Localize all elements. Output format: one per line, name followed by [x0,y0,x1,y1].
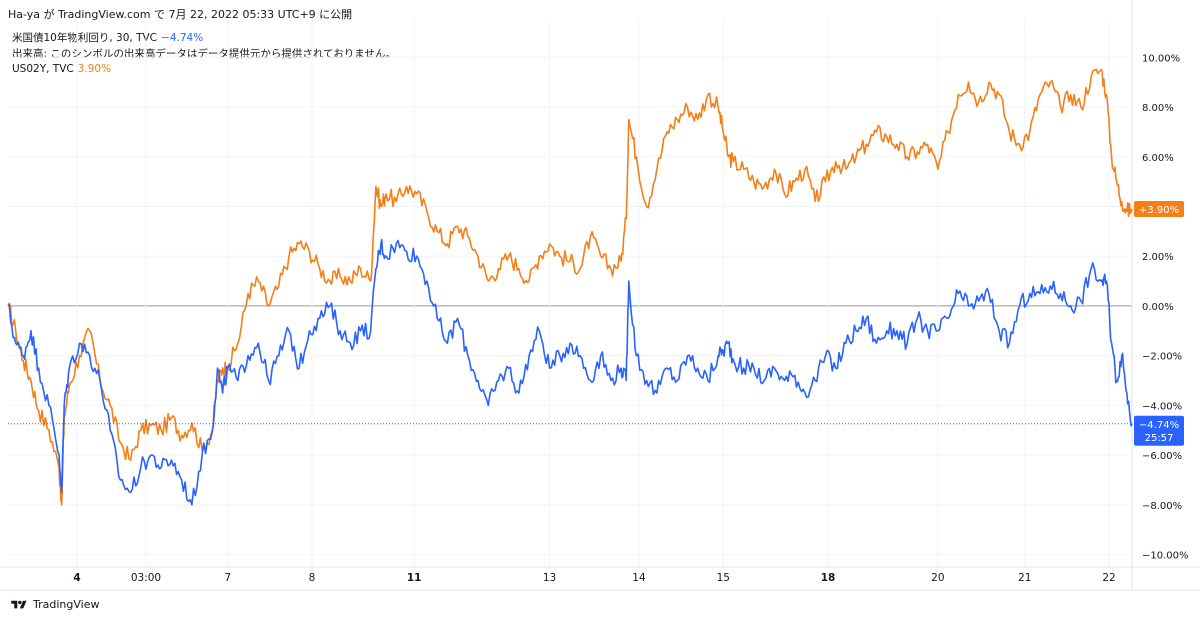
x-tick-label: 14 [632,572,646,584]
legend-row-volume: 出来高: このシンボルの出来高データはデータ提供元から提供されておりません。 [12,47,396,63]
chart-series [7,68,1133,506]
legend-us02y-value: 3.90% [77,63,112,75]
chart-axes: 10.00%8.00%6.00%4.00%2.00%0.00%−2.00%−4.… [0,0,1200,591]
legend-us10y-label: 米国債10年物利回り, 30, TVC [12,32,158,44]
x-tick-label: 20 [931,572,944,584]
y-tick-label: −10.00% [1142,551,1189,562]
y-tick-label: 10.00% [1142,53,1180,64]
publish-header: Ha-ya が TradingView.com で 7月 22, 2022 05… [8,8,353,21]
legend-us10y-value: −4.74% [161,32,204,44]
series-line-us02y [7,68,1133,506]
y-tick-label: −6.00% [1142,451,1182,462]
y-tick-label: 6.00% [1142,153,1174,164]
y-tick-label: −8.00% [1142,501,1182,512]
y-tick-label: 8.00% [1142,103,1174,114]
legend-row-us02y: US02Y, TVC 3.90% [12,62,396,78]
x-tick-label: 21 [1018,572,1031,584]
tradingview-logo-icon [11,600,27,608]
legend-us02y-label: US02Y, TVC [12,63,74,75]
badge-countdown-label: 25:57 [1145,433,1174,444]
y-tick-label: −4.00% [1142,401,1182,412]
badge-us10y-label: −4.74% [1139,420,1179,431]
series-line-us10y [7,238,1133,506]
badge-us10y [1134,415,1184,446]
footer-brand-label: TradingView [33,598,100,611]
x-tick-label: 03:00 [131,572,161,584]
x-tick-label: 11 [407,572,422,584]
badge-us02y [1134,200,1184,217]
x-tick-label: 8 [309,572,316,584]
legend-row-us10y: 米国債10年物利回り, 30, TVC −4.74% [12,31,396,47]
x-tick-label: 13 [543,572,556,584]
x-tick-label: 15 [717,572,730,584]
price-badges: +3.90% −4.74% 25:57 [1134,200,1184,446]
x-tick-label: 22 [1102,572,1115,584]
y-tick-label: 2.00% [1142,252,1174,263]
x-tick-label: 7 [224,572,231,584]
footer-brand[interactable]: TradingView [10,598,99,611]
badge-us02y-label: +3.90% [1139,205,1179,216]
y-tick-label: −2.00% [1142,352,1182,363]
chart-grid [8,20,1132,567]
chart-legend: 米国債10年物利回り, 30, TVC −4.74% 出来高: このシンボルの出来… [12,31,396,78]
legend-volume-label: 出来高: このシンボルの出来高データはデータ提供元から提供されておりません。 [12,47,396,60]
y-tick-label: 0.00% [1142,302,1174,313]
x-tick-label: 18 [821,572,836,584]
x-tick-label: 4 [73,572,80,584]
